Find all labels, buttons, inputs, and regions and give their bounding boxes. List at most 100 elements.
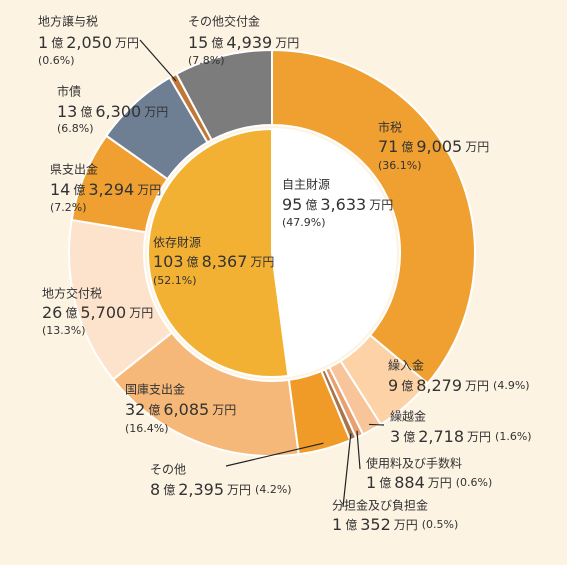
slice <box>147 127 290 378</box>
category-label: 国庫支出金 <box>125 382 185 397</box>
amount-part: 万円 <box>369 198 393 212</box>
amount-part: 万円 <box>129 306 153 320</box>
amount-part: 1 <box>366 473 376 492</box>
amount-part: 95 <box>282 195 302 214</box>
percent-label: (0.6%) <box>38 54 75 67</box>
category-label: 繰越金 <box>390 409 426 424</box>
amount-part: 884 <box>394 473 425 492</box>
amount-part: 万円 <box>465 379 489 393</box>
leader-line <box>356 430 361 470</box>
amount-part: 9,005 <box>416 137 462 156</box>
percent-label: (52.1%) <box>153 274 197 287</box>
amount-part: 万円 <box>467 430 491 444</box>
category-label: その他交付金 <box>188 14 260 29</box>
amount-part: 2,050 <box>66 33 112 52</box>
amount-part: 億 <box>65 306 77 320</box>
amount-part: 億 <box>163 483 175 497</box>
amount-part: 3 <box>390 427 400 446</box>
amount-part: 万円 <box>115 36 139 50</box>
leader-line <box>225 442 324 467</box>
category-label: 繰入金 <box>388 358 424 373</box>
amount-label: 9 億 8,279 万円 (4.9%) <box>388 376 530 395</box>
amount-part: 億 <box>73 183 85 197</box>
amount-part: 万円 <box>137 183 161 197</box>
slice <box>271 127 397 378</box>
percent-label: (4.9%) <box>493 379 530 392</box>
amount-part: 103 <box>153 252 184 271</box>
percent-label: (0.6%) <box>456 476 493 489</box>
amount-part: 3,294 <box>88 180 134 199</box>
amount-part: 億 <box>403 430 415 444</box>
amount-part: 万円 <box>428 476 452 490</box>
amount-label: 8 億 2,395 万円 (4.2%) <box>150 480 292 499</box>
percent-label: (6.8%) <box>57 122 94 135</box>
category-label: 分担金及び負担金 <box>332 498 428 513</box>
category-label: 地方譲与税 <box>38 14 98 29</box>
slice <box>271 48 476 385</box>
percent-label: (47.9%) <box>282 216 326 229</box>
amount-part: 8 <box>150 480 160 499</box>
amount-label: 14 億 3,294 万円 <box>50 180 161 199</box>
amount-label: 32 億 6,085 万円 <box>125 400 236 419</box>
category-label: 市債 <box>57 84 81 99</box>
amount-part: 6,085 <box>163 400 209 419</box>
amount-part: 億 <box>305 198 317 212</box>
amount-part: 万円 <box>465 140 489 154</box>
percent-label: (7.2%) <box>50 201 87 214</box>
amount-part: 1 <box>332 515 342 534</box>
percent-label: (4.2%) <box>255 483 292 496</box>
amount-part: 5,700 <box>80 303 126 322</box>
amount-part: 万円 <box>275 36 299 50</box>
amount-part: 9 <box>388 376 398 395</box>
amount-part: 2,395 <box>178 480 224 499</box>
amount-part: 億 <box>211 36 223 50</box>
amount-part: 14 <box>50 180 70 199</box>
amount-part: 13 <box>57 102 77 121</box>
leader-line <box>342 433 352 508</box>
amount-part: 億 <box>345 518 357 532</box>
amount-label: 15 億 4,939 万円 <box>188 33 299 52</box>
amount-part: 2,718 <box>418 427 464 446</box>
amount-part: 億 <box>379 476 391 490</box>
amount-part: 億 <box>148 403 160 417</box>
amount-part: 億 <box>401 140 413 154</box>
amount-part: 億 <box>51 36 63 50</box>
percent-label: (13.3%) <box>42 324 86 337</box>
percent-label: (7.8%) <box>188 54 225 67</box>
amount-label: 95 億 3,633 万円 <box>282 195 393 214</box>
category-label: その他 <box>150 463 186 477</box>
amount-part: 32 <box>125 400 145 419</box>
amount-part: 万円 <box>144 105 168 119</box>
amount-part: 1 <box>38 33 48 52</box>
category-label: 依存財源 <box>153 235 201 250</box>
leader-line <box>369 423 385 426</box>
amount-part: 8,279 <box>416 376 462 395</box>
amount-label: 1 億 2,050 万円 <box>38 33 139 52</box>
amount-part: 億 <box>401 379 413 393</box>
leader-line <box>139 39 177 82</box>
amount-part: 6,300 <box>95 102 141 121</box>
category-label: 県支出金 <box>50 162 98 177</box>
amount-part: 億 <box>80 105 92 119</box>
amount-label: 103 億 8,367 万円 <box>153 252 274 271</box>
category-label: 使用料及び手数料 <box>366 456 462 471</box>
category-label: 自主財源 <box>282 177 330 192</box>
amount-part: 71 <box>378 137 398 156</box>
amount-part: 万円 <box>212 403 236 417</box>
amount-part: 352 <box>360 515 391 534</box>
amount-part: 万円 <box>394 518 418 532</box>
amount-label: 26 億 5,700 万円 <box>42 303 153 322</box>
amount-part: 26 <box>42 303 62 322</box>
amount-part: 万円 <box>250 255 274 269</box>
percent-label: (16.4%) <box>125 422 169 435</box>
amount-part: 15 <box>188 33 208 52</box>
amount-label: 1 億 884 万円 (0.6%) <box>366 473 492 492</box>
amount-part: 4,939 <box>226 33 272 52</box>
category-label: 地方交付税 <box>42 286 102 301</box>
percent-label: (36.1%) <box>378 159 422 172</box>
amount-part: 万円 <box>227 483 251 497</box>
slice <box>175 48 273 142</box>
amount-label: 71 億 9,005 万円 <box>378 137 489 156</box>
percent-label: (1.6%) <box>495 430 532 443</box>
